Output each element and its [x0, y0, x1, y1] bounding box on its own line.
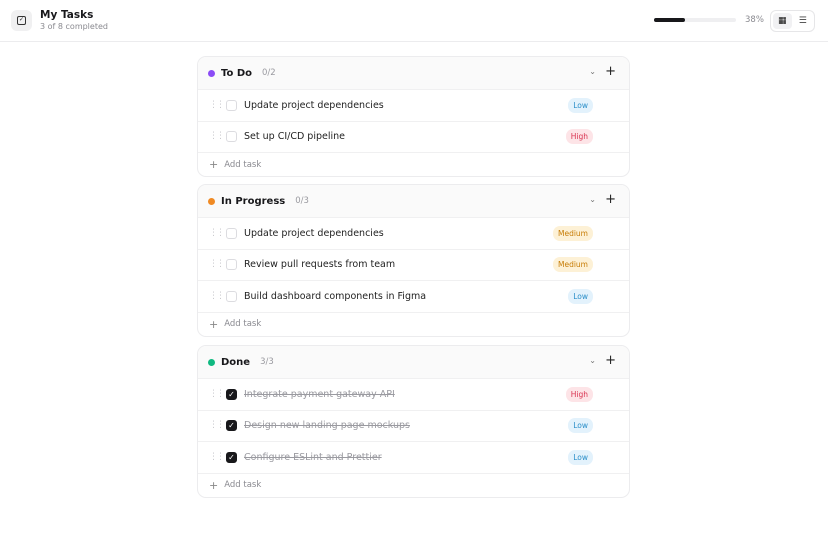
task-row: ⋮⋮ Update project dependencies Low — [198, 90, 629, 122]
add-task-plus-icon[interactable]: + — [605, 64, 616, 79]
column-in-progress: In Progress 0/3 ⌄ + ⋮⋮ Update project de… — [197, 184, 630, 337]
priority-badge: High — [565, 129, 593, 145]
task-row: ⋮⋮ Build dashboard components in Figma L… — [198, 281, 629, 313]
plus-icon: + — [209, 317, 219, 331]
task-title[interactable]: Review pull requests from team — [244, 259, 396, 271]
task-title[interactable]: Integrate payment gateway API — [244, 388, 395, 400]
add-task-plus-icon[interactable]: + — [605, 353, 616, 368]
drag-handle-icon[interactable]: ⋮⋮ — [209, 388, 225, 399]
column-count: 0/2 — [262, 68, 276, 78]
column-done: Done 3/3 ⌄ + ⋮⋮ ✓ Integrate payment gate… — [197, 345, 630, 498]
progress-bar — [654, 18, 736, 22]
column-title: To Do — [221, 67, 253, 79]
plus-icon: + — [209, 478, 219, 492]
plus-icon: + — [209, 158, 219, 171]
list-icon: ☰ — [798, 16, 807, 26]
task-row: ⋮⋮ ✓ Configure ESLint and Prettier Low — [198, 442, 629, 474]
grid-icon: ▦ — [777, 16, 787, 26]
column-count: 0/3 — [295, 196, 309, 206]
grid-view-button[interactable]: ▦ — [773, 13, 792, 29]
add-task-button[interactable]: + Add task — [198, 153, 629, 176]
add-task-plus-icon[interactable]: + — [605, 192, 616, 207]
priority-badge: Low — [568, 288, 593, 304]
page-title: My Tasks — [40, 9, 94, 21]
task-checkbox[interactable] — [226, 259, 237, 271]
task-checkbox[interactable]: ✓ — [226, 420, 237, 432]
task-checkbox[interactable] — [226, 131, 237, 143]
task-row: ⋮⋮ Set up CI/CD pipeline High — [198, 122, 629, 153]
chevron-down-icon[interactable]: ⌄ — [589, 356, 596, 365]
progress-fill — [654, 18, 686, 22]
column-header: To Do 0/2 ⌄ + — [198, 57, 629, 90]
priority-badge: High — [565, 386, 593, 402]
completion-summary: 3 of 8 completed — [40, 22, 108, 31]
priority-badge: Low — [568, 449, 593, 465]
drag-handle-icon[interactable]: ⋮⋮ — [209, 131, 225, 142]
column-header: In Progress 0/3 ⌄ + — [198, 185, 629, 218]
drag-handle-icon[interactable]: ⋮⋮ — [209, 99, 225, 110]
task-title[interactable]: Configure ESLint and Prettier — [244, 451, 382, 463]
view-toggle: ▦ ☰ — [770, 10, 815, 32]
priority-badge: Low — [568, 97, 593, 113]
column-header: Done 3/3 ⌄ + — [198, 346, 629, 379]
add-task-button[interactable]: + Add task — [198, 313, 629, 336]
task-row: ⋮⋮ Review pull requests from team Medium — [198, 250, 629, 281]
drag-handle-icon[interactable]: ⋮⋮ — [209, 420, 225, 431]
task-checkbox[interactable] — [226, 290, 237, 302]
task-checkbox[interactable] — [226, 99, 237, 111]
task-row: ⋮⋮ ✓ Design new landing page mockups Low — [198, 411, 629, 442]
add-task-label: Add task — [224, 319, 262, 329]
task-checkbox[interactable]: ✓ — [226, 388, 237, 400]
progress-percent: 38% — [745, 15, 764, 25]
list-view-button[interactable]: ☰ — [794, 13, 813, 29]
add-task-label: Add task — [224, 159, 262, 170]
task-title[interactable]: Set up CI/CD pipeline — [244, 131, 345, 143]
task-row: ⋮⋮ ✓ Integrate payment gateway API High — [198, 379, 629, 411]
drag-handle-icon[interactable]: ⋮⋮ — [209, 227, 225, 238]
checkbox-app-icon: ✓ — [11, 10, 32, 31]
priority-badge: Medium — [553, 225, 593, 241]
add-task-button[interactable]: + Add task — [198, 474, 629, 497]
task-row: ⋮⋮ Update project dependencies Medium — [198, 218, 629, 250]
drag-handle-icon[interactable]: ⋮⋮ — [209, 451, 225, 462]
status-dot — [208, 197, 215, 205]
chevron-down-icon[interactable]: ⌄ — [589, 195, 596, 204]
column-title: In Progress — [221, 195, 286, 207]
task-title[interactable]: Update project dependencies — [244, 99, 384, 111]
task-title[interactable]: Design new landing page mockups — [244, 420, 410, 432]
drag-handle-icon[interactable]: ⋮⋮ — [209, 259, 225, 270]
status-dot — [208, 358, 215, 366]
app-header: ✓ My Tasks 3 of 8 completed 38% ▦ ☰ — [0, 0, 828, 42]
column-count: 3/3 — [260, 357, 274, 367]
priority-badge: Medium — [553, 257, 593, 273]
priority-badge: Low — [568, 418, 593, 434]
task-title[interactable]: Update project dependencies — [244, 227, 384, 239]
column-to-do: To Do 0/2 ⌄ + ⋮⋮ Update project dependen… — [197, 56, 630, 177]
task-checkbox[interactable] — [226, 227, 237, 239]
drag-handle-icon[interactable]: ⋮⋮ — [209, 290, 225, 301]
column-title: Done — [221, 356, 251, 368]
task-checkbox[interactable]: ✓ — [226, 451, 237, 463]
chevron-down-icon[interactable]: ⌄ — [589, 67, 596, 76]
add-task-label: Add task — [224, 480, 262, 490]
status-dot — [208, 69, 215, 77]
task-title[interactable]: Build dashboard components in Figma — [244, 290, 427, 302]
